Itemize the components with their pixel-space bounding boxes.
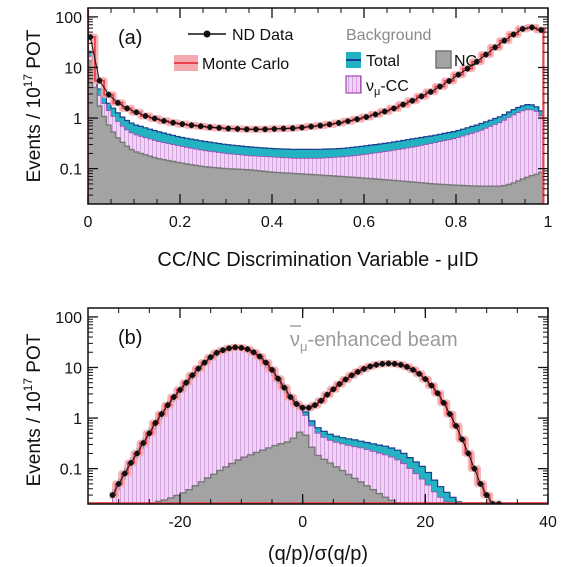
- panel-a-ylabel-tail: POT: [24, 29, 45, 74]
- plot-clip-group-a: [88, 10, 546, 204]
- total-background-line: [88, 50, 544, 150]
- panel-a-ylabel-main: Events / 10: [24, 87, 45, 182]
- panel-a-plot-layer: [88, 10, 546, 204]
- x-tick-label: 0.2: [169, 214, 191, 231]
- panel-b-plot-layer: [88, 343, 548, 504]
- beam-nu: ν: [290, 329, 300, 351]
- panel-b-axes: -20 0 20 40 0.1 1 10 100: [55, 308, 557, 531]
- legend-nc-swatch-icon: [435, 50, 452, 69]
- x-tick-label: -20: [168, 514, 191, 531]
- x-tick-label: 0.8: [445, 214, 467, 231]
- panel-a-axes: 0 0.2 0.4 0.6 0.8 1 0.1 1 10 100: [55, 8, 553, 231]
- y-tick-label: 10: [64, 360, 82, 377]
- beam-tail: -enhanced beam: [308, 329, 458, 351]
- data-point: [538, 27, 544, 33]
- nc-background-histogram: [88, 60, 545, 204]
- legend-data-label: ND Data: [232, 27, 293, 44]
- legend-numu-swatch-icon: [345, 75, 362, 94]
- mc-error-band: [88, 23, 546, 133]
- panel-b-ylabel: Events / 1017 POT: [21, 333, 45, 486]
- panel-a-label: (a): [118, 27, 142, 49]
- legend-nc-label: NC: [454, 53, 477, 70]
- panel-b-xlabel: (q/p)/σ(q/p): [268, 543, 368, 565]
- legend-numu-label: νμ-CC: [366, 78, 409, 98]
- x-tick-label: 1: [544, 214, 553, 231]
- legend-mc-label: Monte Carlo: [202, 56, 289, 73]
- panel-b-ylabel-main: Events / 10: [24, 391, 45, 486]
- panel-b-ylabel-exp: 17: [21, 378, 35, 392]
- legend-background-title: Background: [346, 27, 431, 44]
- y-tick-label: 10: [64, 60, 82, 77]
- y-tick-label: 1: [73, 411, 82, 428]
- legend-numu-sub: μ: [374, 86, 380, 98]
- mc-line: [88, 26, 546, 131]
- x-tick-label: 0: [298, 514, 307, 531]
- data-connector: [89, 26, 542, 130]
- nc-background-histogram: [112, 431, 463, 504]
- x-tick-label: 0.6: [353, 214, 375, 231]
- panel-a-chart: 0 0.2 0.4 0.6 0.8 1 0.1 1 10 100 (a) ND Data Mont…: [21, 7, 553, 271]
- beam-sub: μ: [300, 339, 308, 354]
- panel-b-beam-annotation: νμ-enhanced beam: [290, 329, 458, 354]
- legend-numu-nu: ν: [366, 78, 374, 95]
- x-tick-label: 40: [539, 514, 557, 531]
- legend-total-label: Total: [366, 53, 400, 70]
- panel-b-chart: -20 0 20 40 0.1 1 10 100 (b) νμ-enhanced beam E…: [21, 307, 557, 565]
- x-tick-label: 0.4: [261, 214, 283, 231]
- y-tick-label: 100: [55, 10, 82, 27]
- y-tick-label: 1: [73, 111, 82, 128]
- legend-numu-tail: -CC: [380, 78, 408, 95]
- plot-clip-group-b: [88, 343, 548, 504]
- panel-a-ylabel: Events / 1017 POT: [21, 29, 45, 182]
- x-tick-label: 20: [416, 514, 434, 531]
- y-tick-label: 100: [55, 310, 82, 327]
- x-tick-label: 0: [84, 214, 93, 231]
- y-tick-label: 0.1: [60, 162, 82, 179]
- panel-b-frame: [87, 307, 549, 505]
- data-connector: [112, 346, 499, 504]
- panel-a-xlabel: CC/NC Discrimination Variable - μID: [157, 249, 478, 271]
- y-tick-label: 0.1: [60, 462, 82, 479]
- legend-data-marker-icon: [203, 30, 211, 38]
- panel-a-legend: ND Data Monte Carlo Background Total NC …: [174, 27, 477, 98]
- panel-b-label: (b): [118, 327, 142, 349]
- panel-b-ylabel-tail: POT: [24, 333, 45, 378]
- panel-a-ylabel-exp: 17: [21, 74, 35, 88]
